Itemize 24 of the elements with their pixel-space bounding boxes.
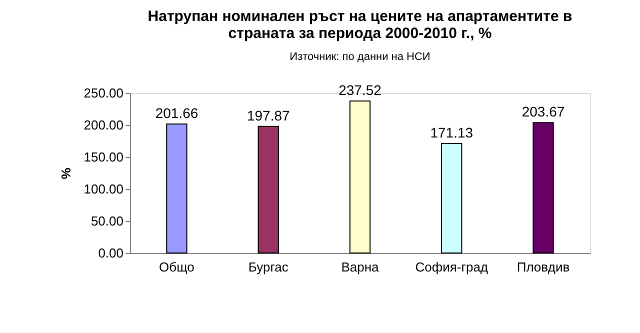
data-label: 197.87 — [246, 107, 290, 124]
data-label: 237.52 — [338, 82, 382, 98]
y-tick-label: 250.00 — [84, 86, 124, 100]
data-label: 201.66 — [155, 104, 198, 121]
chart-subtitle: Източник: по данни на НСИ — [290, 50, 430, 63]
data-label: 203.67 — [522, 104, 565, 120]
bar — [166, 123, 188, 254]
x-tick-label: Варна — [341, 260, 380, 274]
y-axis-title: % — [58, 167, 74, 180]
x-tick-label: Пловдив — [516, 260, 570, 274]
x-tick-label: Бургас — [248, 260, 289, 274]
y-tick-label: 0.00 — [98, 246, 124, 260]
x-tick-label: София-град — [415, 260, 488, 274]
y-tick-label: 50.00 — [90, 214, 124, 228]
chart-title: Натрупан номинален ръст на цените на апартаментите в страната за периода 2000-2010 г., % — [148, 8, 572, 42]
y-tick-label: 150.00 — [84, 150, 124, 164]
y-tick-label: 100.00 — [84, 182, 124, 196]
bar — [532, 122, 554, 254]
y-tick-label: 200.00 — [84, 118, 124, 132]
bar — [258, 126, 279, 254]
data-label: 171.13 — [430, 124, 474, 140]
bar — [441, 142, 462, 254]
bar — [349, 100, 371, 254]
x-tick-label: Общо — [159, 260, 194, 274]
